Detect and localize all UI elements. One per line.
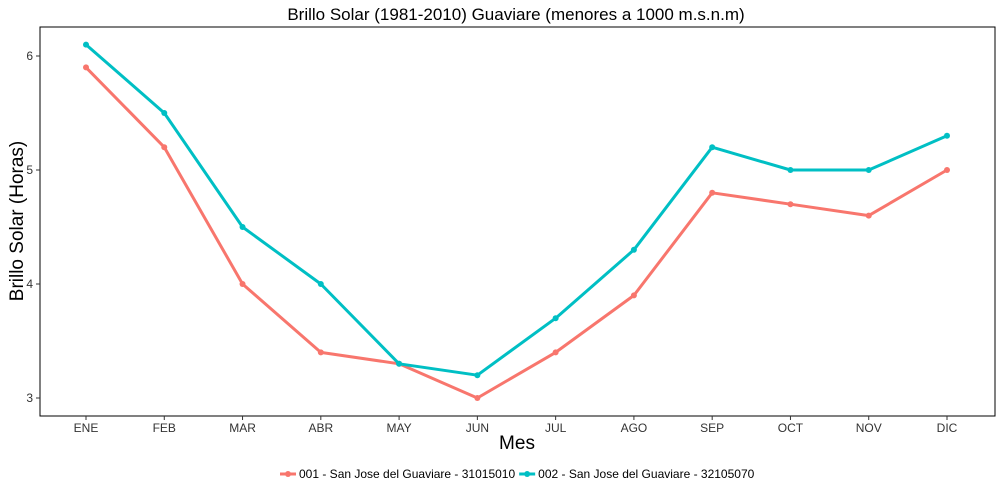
legend-key-point [524,471,531,477]
data-point [317,281,324,287]
data-point [944,132,950,139]
data-point [83,64,89,71]
data-point [161,110,168,116]
y-axis: 3 4 5 6 [26,49,40,405]
plot-panel [39,26,996,417]
x-tick-label: OCT [778,421,804,435]
legend-item: 002 - San Jose del Guaviare - 32105070 [519,467,755,481]
x-tick-label: AGO [621,421,648,435]
data-point [83,41,89,48]
series-line [84,43,949,377]
data-point [317,349,324,356]
data-point [630,292,637,299]
legend-item: 001 - San Jose del Guaviare - 31015010 [280,467,515,481]
x-tick-label: ABR [308,421,333,435]
data-point [709,189,716,196]
x-tick-label: NOV [856,421,882,435]
data-point [552,349,559,356]
legend-label: 001 - San Jose del Guaviare - 31015010 [299,467,515,481]
x-tick-label: DIC [937,421,958,435]
data-point [161,144,168,151]
data-point [396,360,403,367]
legend-label: 002 - San Jose del Guaviare - 32105070 [538,467,754,481]
data-point [474,395,481,401]
chart-title: Brillo Solar (1981-2010) Guaviare (menor… [287,5,744,24]
legend: 001 - San Jose del Guaviare - 31015010 00… [280,467,755,481]
data-point [944,167,950,173]
x-axis-title: Mes [499,433,535,454]
x-tick-label: ENE [74,421,99,435]
y-axis-title: Brillo Solar (Horas) [7,141,28,301]
data-point [787,201,794,208]
y-tick-label: 3 [26,391,33,405]
x-tick-label: JUL [545,421,567,435]
data-point [787,167,794,173]
series-line [84,65,949,400]
y-tick-label: 4 [26,277,33,291]
data-point [865,167,872,173]
data-point [630,246,637,253]
data-point [709,144,716,151]
data-point [552,315,559,322]
data-point [474,372,481,379]
x-tick-label: FEB [153,421,176,435]
data-point [239,224,246,230]
series-layer [83,41,950,401]
legend-key-point [285,471,291,477]
x-tick-label: MAR [229,421,256,435]
y-tick-label: 6 [26,49,33,63]
x-tick-label: SEP [700,421,724,435]
x-tick-label: MAY [387,421,412,435]
data-point [239,281,246,287]
x-tick-label: JUN [466,421,489,435]
series-2 [83,41,950,379]
y-tick-label: 5 [26,163,33,177]
x-axis: ENE FEB MAR ABR MAY JUN JUL AGO SEP OCT NOV DIC [74,416,958,435]
data-point [865,212,872,219]
